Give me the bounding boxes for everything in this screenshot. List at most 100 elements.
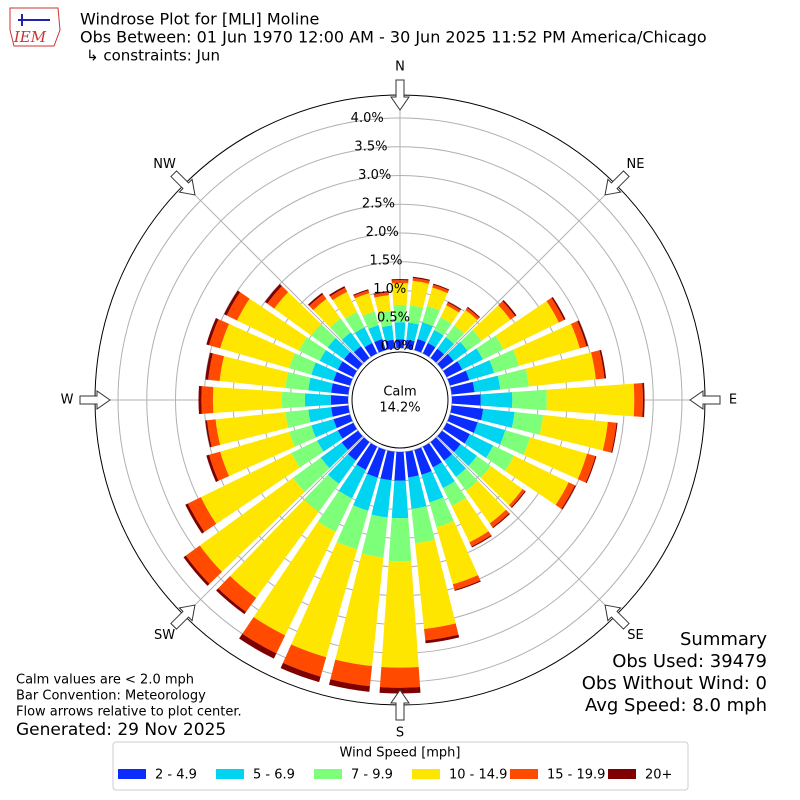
bar-segment bbox=[469, 531, 492, 547]
bar-segment bbox=[185, 545, 222, 584]
bar-segment bbox=[331, 405, 350, 417]
legend-label: 5 - 6.9 bbox=[253, 768, 295, 783]
spoke bbox=[183, 183, 364, 364]
bar-segment bbox=[285, 409, 311, 428]
bar-segment bbox=[333, 371, 353, 386]
bar-segment bbox=[427, 330, 444, 348]
bar-segment bbox=[215, 412, 289, 445]
bar-segment bbox=[444, 453, 467, 477]
note: Calm values are < 2.0 mph bbox=[16, 673, 194, 688]
compass-label: SE bbox=[627, 628, 643, 643]
bar-segment bbox=[298, 337, 326, 361]
legend-label: 10 - 14.9 bbox=[449, 768, 507, 783]
bar-segment bbox=[354, 293, 375, 316]
bar-segment bbox=[476, 335, 504, 360]
summary: Obs Without Wind: 0 bbox=[582, 673, 767, 694]
r-tick-label: 0.5% bbox=[377, 310, 410, 325]
bar-segment bbox=[481, 408, 515, 428]
bar-segment bbox=[311, 323, 336, 348]
bar-segment bbox=[409, 280, 429, 308]
legend-label: 7 - 9.9 bbox=[351, 768, 393, 783]
bar-segment bbox=[430, 348, 445, 363]
r-tick-label: 1.5% bbox=[369, 253, 402, 268]
bar-segment bbox=[253, 521, 336, 636]
calm-label: Calm bbox=[383, 385, 416, 400]
bar-segment bbox=[385, 339, 395, 350]
bar-segment bbox=[281, 391, 306, 409]
bar-segment bbox=[412, 277, 430, 284]
bar-segment bbox=[480, 392, 513, 408]
bar-segment bbox=[332, 291, 358, 319]
bar-segment bbox=[406, 322, 419, 342]
bar-segment bbox=[480, 466, 523, 506]
calm-circle bbox=[351, 351, 449, 449]
arrow-shape bbox=[604, 170, 630, 196]
bar-segment bbox=[371, 478, 392, 518]
bar-segment bbox=[239, 633, 277, 659]
arrow-shape bbox=[390, 79, 410, 111]
bar-segment bbox=[205, 420, 212, 448]
compass-label: NE bbox=[626, 157, 644, 172]
bar-segment bbox=[465, 360, 495, 381]
bar-segment bbox=[551, 296, 566, 320]
bar-segment bbox=[242, 617, 286, 654]
bar-segment bbox=[489, 509, 510, 528]
bar-segment bbox=[356, 443, 378, 470]
bar-segment bbox=[539, 415, 608, 451]
spoke bbox=[183, 436, 364, 617]
bar-segment bbox=[412, 276, 430, 281]
bar-segment bbox=[347, 437, 370, 461]
calm-value: 14.2% bbox=[379, 401, 420, 416]
bar-segment bbox=[432, 462, 455, 489]
bar-segment bbox=[341, 332, 361, 353]
bar-segment bbox=[577, 320, 589, 347]
bar-segment bbox=[308, 407, 333, 423]
bar-segment bbox=[443, 361, 463, 378]
bar-segment bbox=[427, 287, 448, 311]
bar-segment bbox=[236, 298, 307, 351]
bar-segment bbox=[570, 321, 587, 349]
compass-label: E bbox=[729, 393, 737, 408]
r-tick-label: 2.5% bbox=[362, 196, 395, 211]
bar-segment bbox=[216, 588, 247, 615]
bar-segment bbox=[320, 442, 349, 469]
bar-segment bbox=[561, 485, 576, 510]
bar-segment bbox=[464, 434, 494, 459]
bar-segment bbox=[219, 356, 289, 388]
bar-segment bbox=[333, 414, 353, 429]
bar-segment bbox=[335, 553, 384, 667]
bar-segment bbox=[633, 383, 643, 417]
bar-segment bbox=[374, 295, 391, 314]
bar-segment bbox=[330, 395, 349, 405]
bar-segment bbox=[367, 447, 386, 478]
bar-segment bbox=[405, 450, 419, 478]
bar-segment bbox=[497, 368, 529, 390]
bar-segment bbox=[505, 455, 569, 505]
bar-segment bbox=[460, 329, 482, 351]
spoke bbox=[436, 183, 617, 364]
bar-segment bbox=[391, 278, 409, 281]
bar-segment bbox=[508, 489, 525, 508]
bar-segment bbox=[437, 336, 455, 355]
legend-title: Wind Speed [mph] bbox=[340, 746, 461, 761]
bar-segment bbox=[495, 301, 559, 350]
bar-segment bbox=[185, 503, 205, 534]
bar-segment bbox=[422, 342, 436, 357]
bar-segment bbox=[500, 430, 531, 456]
bar-segment bbox=[368, 325, 383, 342]
bar-segment bbox=[353, 346, 370, 363]
compass-arrow bbox=[689, 390, 721, 410]
legend-swatch bbox=[118, 769, 146, 779]
bar-segment bbox=[198, 385, 202, 415]
bar-segment bbox=[450, 405, 484, 421]
bar-segment bbox=[280, 662, 321, 683]
bar-segment bbox=[432, 284, 449, 294]
bar-segment bbox=[205, 352, 213, 380]
bar-segment bbox=[330, 287, 348, 301]
bar-segment bbox=[555, 482, 575, 509]
bar-segment bbox=[466, 480, 507, 524]
bar-segment bbox=[364, 342, 378, 357]
bar-segment bbox=[343, 351, 363, 370]
bar-segment bbox=[434, 317, 452, 336]
